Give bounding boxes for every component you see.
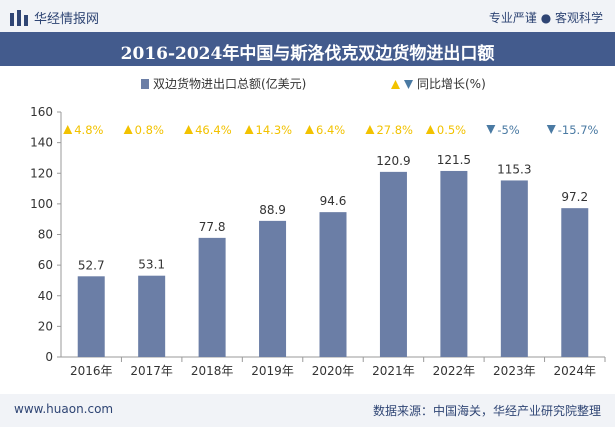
x-tick-label: 2018年 [191,364,234,378]
x-tick-label: 2022年 [433,364,476,378]
y-tick-label: 20 [38,319,53,333]
x-tick-label: 2023年 [493,364,536,378]
bar [198,237,226,357]
value-label: 121.5 [437,153,471,167]
value-label: 120.9 [376,154,410,168]
value-label: 97.2 [561,190,588,204]
y-tick-label: 0 [45,350,53,364]
growth-label: 6.4% [316,123,345,137]
x-tick-label: 2020年 [312,364,355,378]
legend-down-triangle-icon [404,80,413,89]
growth-up-triangle-icon [305,125,314,134]
bar [440,170,468,357]
bar [77,276,105,357]
value-label: 53.1 [138,258,165,272]
value-labels: 52.7 53.1 77.8 88.9 94.6 120.9 121.5 115.3 97.2 [78,153,588,272]
bar-chart: 双边货物进出口总额(亿美元) 同比增长(%) 0 20 40 60 80 100 120 14… [30,76,606,378]
title-bar: 2016-2024年中国与斯洛伐克双边货物进出口额 [0,32,615,66]
x-axis-labels: 2016年 2017年 2018年 2019年 2020年 2021年 2022年 2023年… [70,357,606,378]
legend-label-growth: 同比增长(%) [417,77,486,91]
growth-label: 46.4% [195,123,232,137]
value-label: 94.6 [320,194,347,208]
growth-down-triangle-icon [486,125,496,134]
logo-icon [10,9,28,26]
value-label: 88.9 [259,203,286,217]
bar [259,220,287,357]
data-source: 数据来源：中国海关，华经产业研究院整理 [372,404,601,418]
x-tick-label: 2016年 [70,364,113,378]
growth-up-triangle-icon [63,125,73,134]
site-url: www.huaon.com [14,402,114,416]
x-tick-label: 2019年 [251,364,294,378]
tagline: 专业严谨 ● 客观科学 [488,11,603,25]
y-tick-label: 160 [30,105,53,119]
growth-up-triangle-icon [123,125,133,134]
y-tick-label: 140 [30,136,53,150]
legend-label-total: 双边货物进出口总额(亿美元) [153,76,306,91]
legend-up-triangle-icon [391,80,400,89]
top-bar: 华经情报网 专业严谨 ● 客观科学 [0,0,615,32]
footer: www.huaon.com 数据来源：中国海关，华经产业研究院整理 [0,394,615,427]
brand-name: 华经情报网 [34,12,100,27]
growth-label: -15.7% [558,123,599,137]
bars [77,170,589,357]
growth-down-triangle-icon [546,125,556,134]
y-tick-label: 100 [30,197,53,211]
growth-up-triangle-icon [184,125,194,134]
value-label: 77.8 [199,220,226,234]
y-tick-label: 60 [38,258,53,272]
value-label: 52.7 [78,258,105,272]
bar [500,180,528,357]
growth-row: 4.8% 0.8% 46.4% 14.3% 6.4% 27.8% 0.5% -5% -15.7% [63,123,599,137]
brand: 华经情报网 [10,8,99,27]
growth-label: 14.3% [256,123,293,137]
y-tick-label: 120 [30,166,53,180]
legend: 双边货物进出口总额(亿美元) 同比增长(%) [141,76,486,91]
growth-label: 0.8% [135,123,164,137]
growth-label: 4.8% [74,123,103,137]
growth-up-triangle-icon [365,125,375,134]
x-tick-label: 2017年 [130,364,173,378]
y-tick-label: 80 [38,228,53,242]
chart-title: 2016-2024年中国与斯洛伐克双边货物进出口额 [120,44,495,64]
x-tick-label: 2024年 [554,364,597,378]
bar [379,171,407,357]
legend-swatch-bar [141,79,149,89]
growth-label: 27.8% [376,123,413,137]
growth-up-triangle-icon [244,125,254,134]
growth-up-triangle-icon [425,125,435,134]
value-label: 115.3 [497,162,531,176]
bar [319,212,347,357]
growth-label: 0.5% [437,123,466,137]
x-tick-label: 2021年 [372,364,415,378]
y-axis-ticks: 0 20 40 60 80 100 120 140 160 [30,105,61,364]
growth-label: -5% [497,123,519,137]
bar [138,275,166,357]
y-tick-label: 40 [38,289,53,303]
bar [561,208,589,357]
